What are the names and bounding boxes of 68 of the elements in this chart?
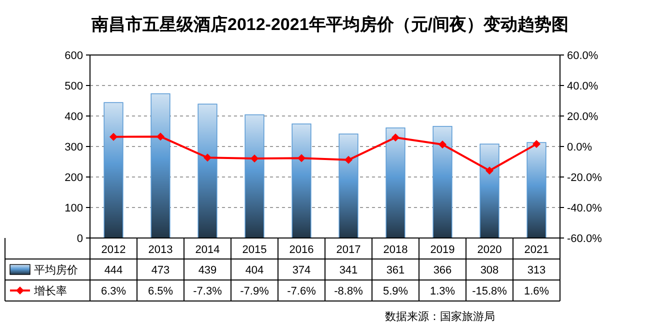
- data-label: 341: [339, 264, 358, 276]
- x-tick-label: 2019: [430, 244, 455, 256]
- bar: [386, 127, 406, 238]
- x-tick-label: 2021: [524, 244, 549, 256]
- y-tick-label: 0: [76, 233, 83, 245]
- data-label: 366: [433, 264, 452, 276]
- y2-tick-label: -60.0%: [567, 233, 602, 245]
- data-label: 313: [527, 264, 546, 276]
- point: [156, 132, 164, 141]
- bar: [150, 93, 170, 238]
- data-label: 439: [198, 264, 217, 276]
- x-tick-label: 2017: [336, 244, 361, 256]
- x-tick-label: 2013: [148, 244, 173, 256]
- y2-tick-label: 60.0%: [567, 50, 598, 62]
- y2-tick-label: 20.0%: [567, 111, 598, 123]
- legend-label: 增长率: [33, 284, 67, 298]
- x-tick-label: 2015: [242, 244, 267, 256]
- bar: [198, 104, 218, 238]
- y-tick-label: 300: [64, 142, 83, 154]
- bar: [292, 124, 312, 238]
- chart-title: 南昌市五星级酒店2012-2021年平均房价（元/间夜）变动趋势图: [90, 15, 569, 34]
- x-tick-label: 2020: [477, 244, 502, 256]
- data-label: -7.6%: [287, 286, 316, 298]
- point: [204, 154, 212, 162]
- y2-tick-label: 40.0%: [567, 80, 598, 92]
- data-label: 473: [151, 264, 170, 276]
- data-label: -15.8%: [472, 286, 508, 298]
- y-tick-label: 100: [64, 202, 83, 214]
- bar: [244, 114, 264, 238]
- data-label: -7.9%: [240, 286, 270, 298]
- point: [344, 156, 352, 164]
- y-tick-label: 400: [64, 111, 83, 123]
- point: [110, 132, 118, 141]
- point: [392, 134, 400, 142]
- x-tick-label: 2012: [101, 244, 126, 256]
- data-label: 6.3%: [100, 286, 126, 298]
- bar: [104, 102, 124, 238]
- bar: [338, 134, 358, 238]
- x-tick-label: 2014: [195, 244, 220, 256]
- data-label: 308: [480, 264, 499, 276]
- point: [250, 154, 258, 163]
- y2-tick-label: -20.0%: [567, 172, 602, 184]
- data-label: -7.3%: [193, 286, 222, 298]
- y2-tick-label: -40.0%: [567, 202, 602, 214]
- point: [298, 154, 306, 162]
- y2-tick-label: 0.0%: [567, 142, 592, 154]
- x-tick-label: 2016: [289, 244, 314, 256]
- bar: [432, 126, 452, 238]
- point: [438, 140, 446, 149]
- data-label: 6.5%: [148, 286, 174, 298]
- y-tick-label: 200: [64, 172, 83, 184]
- point: [486, 166, 494, 175]
- data-label: 5.9%: [382, 286, 408, 298]
- source-note: 数据来源：国家旅游局: [385, 310, 495, 323]
- point: [532, 140, 540, 148]
- data-label: 374: [292, 264, 311, 276]
- data-label: 1.3%: [430, 286, 456, 298]
- y-tick-label: 600: [64, 50, 83, 62]
- x-tick-label: 2018: [383, 244, 408, 256]
- data-label: 1.6%: [524, 286, 550, 298]
- data-label: 444: [104, 264, 123, 276]
- y-tick-label: 500: [64, 80, 83, 92]
- bar: [480, 144, 500, 238]
- data-label: -8.8%: [334, 286, 364, 298]
- data-label: 361: [386, 264, 405, 276]
- bar: [526, 142, 546, 238]
- legend-label: 平均房价: [34, 264, 78, 276]
- data-label: 404: [245, 264, 264, 276]
